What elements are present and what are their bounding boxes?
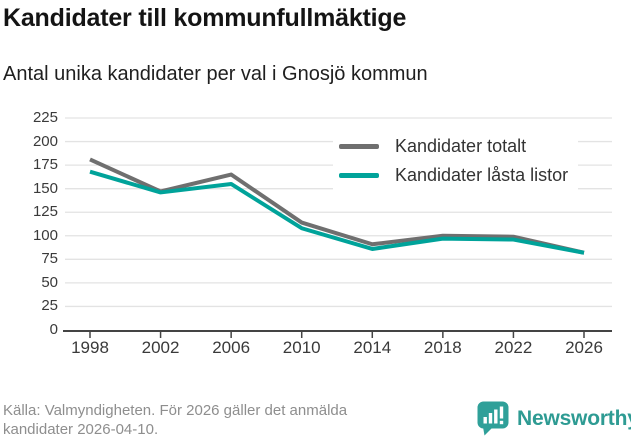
y-tick-label: 100 xyxy=(32,226,58,244)
source-note-line1: Källa: Valmyndigheten. För 2026 gäller d… xyxy=(3,402,348,419)
newsworthy-icon xyxy=(477,401,509,436)
x-tick-label: 2018 xyxy=(423,338,462,357)
y-tick-label: 225 xyxy=(32,109,58,126)
source-note-line2: kandidater 2026-04-10. xyxy=(3,421,159,438)
legend-swatch-locked-lists xyxy=(339,173,379,178)
y-tick-label: 125 xyxy=(32,203,58,221)
y-tick-label: 150 xyxy=(32,179,58,197)
line-series-0 xyxy=(89,157,585,255)
legend-swatch-total xyxy=(339,144,379,149)
chart-title: Kandidater till kommunfullmäktige xyxy=(3,4,407,32)
legend-item-total: Kandidater totalt xyxy=(339,132,568,161)
x-tick-label: 1998 xyxy=(71,338,109,357)
y-tick-label: 50 xyxy=(41,273,58,291)
line-series-1 xyxy=(89,169,585,255)
x-tick-label: 2022 xyxy=(494,338,533,357)
y-tick-label: 0 xyxy=(49,321,58,338)
x-tick-label: 2002 xyxy=(141,338,180,357)
newsworthy-wordmark: Newsworthy xyxy=(517,406,631,430)
x-tick-label: 2006 xyxy=(212,338,251,357)
x-tick-label: 2010 xyxy=(282,338,321,357)
y-tick-label: 175 xyxy=(32,156,58,174)
legend-label-locked-lists: Kandidater låsta listor xyxy=(395,165,569,185)
source-note: Källa: Valmyndigheten. För 2026 gäller d… xyxy=(3,401,347,439)
x-tick-label: 2014 xyxy=(353,338,392,357)
chart-subtitle: Antal unika kandidater per val i Gnosjö … xyxy=(3,63,428,85)
y-tick-label: 200 xyxy=(32,132,58,150)
x-tick-label: 2026 xyxy=(565,338,603,357)
legend-label-total: Kandidater totalt xyxy=(395,136,527,156)
legend-item-locked-lists: Kandidater låsta listor xyxy=(339,161,568,190)
newsworthy-logo: Newsworthy xyxy=(477,401,631,436)
y-tick-label: 75 xyxy=(41,250,58,268)
y-tick-label: 25 xyxy=(41,297,58,315)
chart-legend: Kandidater totalt Kandidater låsta listo… xyxy=(333,128,579,194)
